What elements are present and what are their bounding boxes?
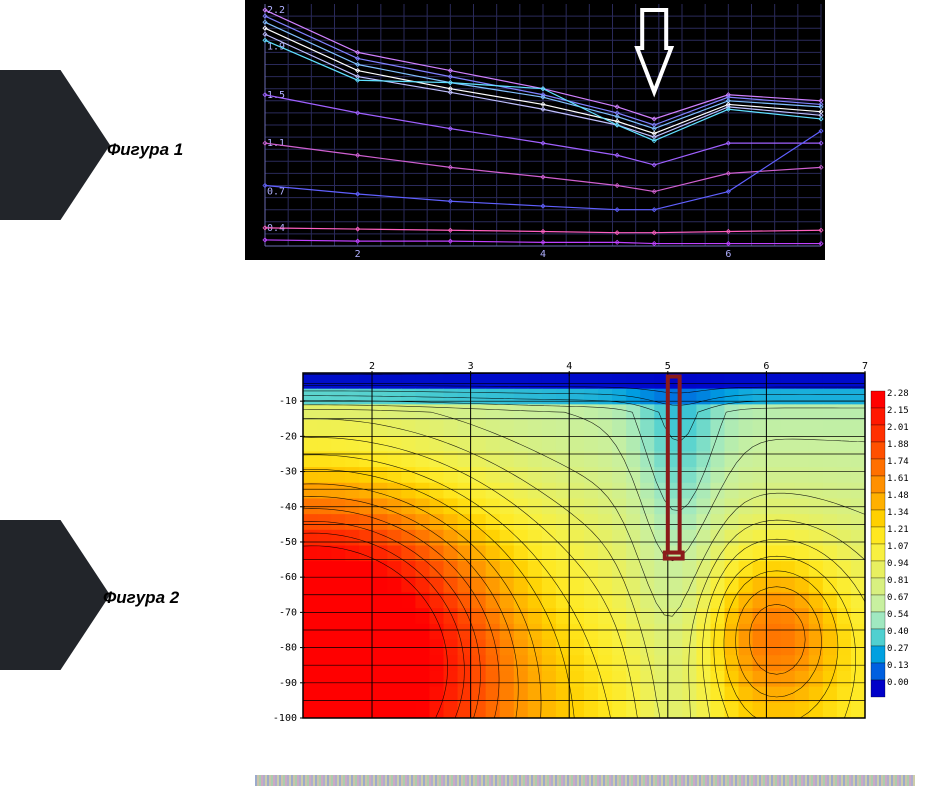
svg-text:-20: -20 (279, 431, 297, 442)
svg-text:0.40: 0.40 (887, 627, 909, 637)
svg-text:-90: -90 (279, 678, 297, 689)
figure1-chart: 0.40.71.11.51.92.2246 (245, 0, 825, 260)
svg-text:4: 4 (540, 249, 546, 260)
svg-text:-70: -70 (279, 607, 297, 618)
figure2-chart: 2 3 4 5 6 7 -10 -20 -30 -40 -50 -60 -70 -80 -90 -100 2.2… (255, 355, 915, 730)
svg-text:-40: -40 (279, 502, 297, 513)
svg-text:1.07: 1.07 (887, 542, 909, 552)
svg-text:-60: -60 (279, 572, 297, 583)
figure1-arrow-shape (0, 70, 110, 220)
figure2-arrow-shape (0, 520, 110, 670)
svg-text:0.67: 0.67 (887, 593, 909, 603)
svg-text:1.21: 1.21 (887, 525, 909, 535)
svg-text:2.28: 2.28 (887, 389, 909, 399)
svg-text:-80: -80 (279, 643, 297, 654)
svg-text:-100: -100 (273, 713, 297, 724)
svg-text:3: 3 (468, 361, 474, 372)
svg-text:0.7: 0.7 (267, 187, 285, 198)
svg-text:1.48: 1.48 (887, 491, 909, 501)
svg-text:7: 7 (862, 361, 868, 372)
svg-text:0.13: 0.13 (887, 661, 909, 671)
noise-strip (255, 775, 915, 786)
svg-text:5: 5 (665, 361, 671, 372)
svg-text:1.9: 1.9 (267, 41, 285, 52)
svg-text:6: 6 (725, 249, 731, 260)
svg-text:2.01: 2.01 (887, 423, 909, 433)
figure2-label: Фигура 2 (103, 588, 179, 608)
svg-text:2: 2 (355, 249, 361, 260)
svg-text:1.74: 1.74 (887, 457, 909, 467)
figure1-label: Фигура 1 (107, 140, 183, 160)
svg-text:2: 2 (369, 361, 375, 372)
svg-text:1.88: 1.88 (887, 440, 909, 450)
svg-text:1.61: 1.61 (887, 474, 909, 484)
svg-text:0.94: 0.94 (887, 559, 909, 569)
svg-text:4: 4 (566, 361, 572, 372)
svg-text:2.2: 2.2 (267, 5, 285, 16)
svg-text:6: 6 (763, 361, 769, 372)
svg-text:0.27: 0.27 (887, 644, 909, 654)
svg-text:0.81: 0.81 (887, 576, 909, 586)
svg-text:-30: -30 (279, 467, 297, 478)
svg-text:-50: -50 (279, 537, 297, 548)
svg-text:2.15: 2.15 (887, 406, 909, 416)
svg-text:1.34: 1.34 (887, 508, 909, 518)
svg-text:-10: -10 (279, 396, 297, 407)
svg-text:0.54: 0.54 (887, 610, 909, 620)
svg-text:0.00: 0.00 (887, 678, 909, 688)
